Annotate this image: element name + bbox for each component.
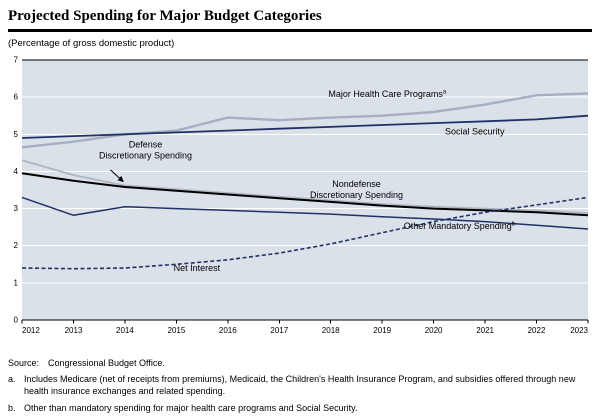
y-axis-label: 5: [14, 130, 19, 139]
series-social-security: [21, 114, 589, 139]
x-axis-label: 2015: [168, 326, 186, 335]
x-axis-label: 2014: [116, 326, 134, 335]
x-axis-label: 2017: [270, 326, 288, 335]
series-other-mandatory: [21, 196, 589, 230]
source-label: Source:: [8, 357, 40, 368]
x-axis-label: 2022: [528, 326, 546, 335]
annotation-label: Other Mandatory Spendingb: [404, 221, 516, 231]
x-axis-label: 2018: [322, 326, 340, 335]
annotation-label: Discretionary Spending: [99, 150, 192, 160]
figure-title: Projected Spending for Major Budget Cate…: [8, 6, 592, 32]
y-axis-label: 6: [14, 92, 19, 101]
y-axis-label: 2: [14, 241, 19, 250]
x-axis-label: 2019: [373, 326, 391, 335]
x-axis-label: 2012: [22, 326, 40, 335]
annotation-arrow: [110, 169, 124, 182]
source-note: Source: Congressional Budget Office.: [8, 358, 592, 370]
x-axis-label: 2016: [219, 326, 237, 335]
figure-subtitle: (Percentage of gross domestic product): [8, 37, 175, 49]
plot-background: [22, 59, 588, 320]
spending-chart: 0 1 2 3 4 5 6 7 2012 2013 2014 2015 2016 2017 2018 2019…: [8, 52, 592, 353]
y-axis-label: 0: [14, 315, 19, 324]
y-axis-label: 7: [14, 55, 19, 64]
annotation-label: Social Security: [445, 126, 505, 136]
footnote-b-label: b.: [8, 402, 16, 413]
annotation-label: Major Health Care Programsa: [328, 89, 447, 99]
y-axis-label: 1: [14, 278, 19, 287]
footnote-b-text: Other than mandatory spending for major …: [24, 402, 358, 413]
x-axis-label: 2023: [570, 326, 588, 335]
series-major-health-care-programs: [21, 91, 589, 149]
y-axis-label: 3: [14, 204, 19, 213]
footnote-b: b. Other than mandatory spending for maj…: [8, 403, 592, 415]
chart-canvas: 0 1 2 3 4 5 6 7 2012 2013 2014 2015 2016 2017 2018 2019…: [14, 55, 589, 335]
annotation-label: Net Interest: [174, 263, 221, 273]
y-axis-label: 4: [14, 167, 19, 176]
source-text: Congressional Budget Office.: [48, 357, 165, 368]
series-net-interest: [21, 196, 589, 270]
footnote-a: a. Includes Medicare (net of receipts fr…: [8, 374, 592, 397]
annotation-label: Discretionary Spending: [310, 190, 403, 200]
figure-notes: Source: Congressional Budget Office. a. …: [8, 358, 592, 415]
annotation-label: Nondefense: [332, 179, 381, 189]
annotation-label: Defense: [129, 139, 163, 149]
footnote-a-text: Includes Medicare (net of receipts from …: [24, 374, 576, 397]
footnote-a-label: a.: [8, 374, 16, 385]
x-axis-label: 2013: [65, 326, 83, 335]
x-axis-label: 2021: [476, 326, 494, 335]
series-defense-discretionary: [21, 159, 589, 214]
x-axis-label: 2020: [425, 326, 443, 335]
